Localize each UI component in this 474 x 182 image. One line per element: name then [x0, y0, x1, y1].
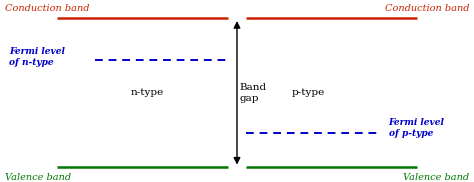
- Text: Valence band: Valence band: [5, 173, 71, 182]
- Text: Fermi level
of n-type: Fermi level of n-type: [9, 47, 65, 67]
- Text: Conduction band: Conduction band: [5, 4, 89, 13]
- Text: Band
gap: Band gap: [239, 83, 266, 102]
- Text: Valence band: Valence band: [403, 173, 469, 182]
- Text: n-type: n-type: [130, 88, 164, 97]
- Text: p-type: p-type: [292, 88, 325, 97]
- Text: Conduction band: Conduction band: [385, 4, 469, 13]
- Text: Fermi level
of p-type: Fermi level of p-type: [389, 118, 445, 138]
